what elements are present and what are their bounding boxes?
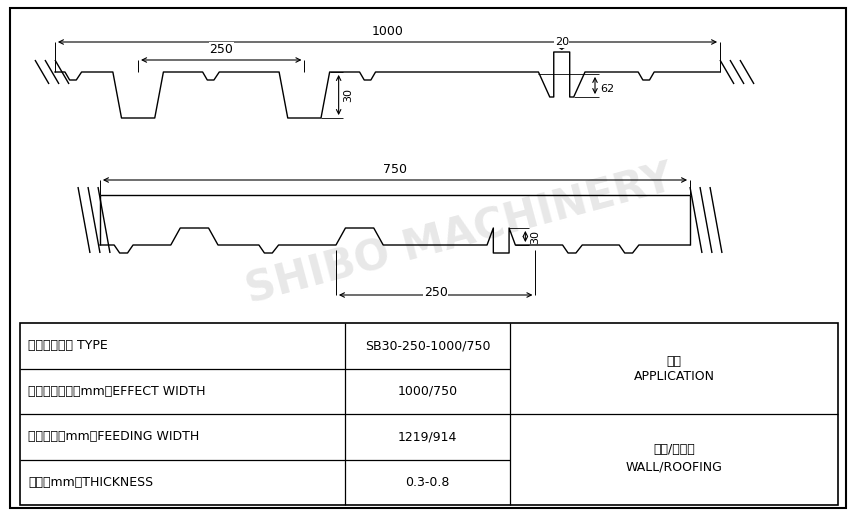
Text: 1219/914: 1219/914 — [398, 430, 457, 443]
Text: 屋顶/墙面版: 屋顶/墙面版 — [653, 443, 695, 456]
Text: SHIBO MACHINERY: SHIBO MACHINERY — [242, 158, 679, 312]
Text: 用途: 用途 — [667, 355, 681, 368]
Text: WALL/ROOFING: WALL/ROOFING — [625, 461, 722, 474]
Text: 0.3-0.8: 0.3-0.8 — [405, 476, 450, 489]
Bar — [20, 323, 838, 505]
Text: 30: 30 — [344, 88, 353, 102]
Text: 板厚（mm）THICKNESS: 板厚（mm）THICKNESS — [28, 476, 153, 489]
Text: 1000: 1000 — [372, 25, 403, 38]
Text: 展开宽度（mm）FEEDING WIDTH: 展开宽度（mm）FEEDING WIDTH — [28, 430, 199, 443]
Text: 62: 62 — [600, 84, 614, 95]
Text: 250: 250 — [424, 286, 448, 299]
Text: 250: 250 — [209, 43, 233, 56]
Text: 20: 20 — [554, 37, 569, 47]
Text: 有效覆盖宽度（mm）EFFECT WIDTH: 有效覆盖宽度（mm）EFFECT WIDTH — [28, 385, 206, 398]
Text: APPLICATION: APPLICATION — [633, 370, 715, 383]
Text: 1000/750: 1000/750 — [397, 385, 457, 398]
Text: 压型钗板型号 TYPE: 压型钗板型号 TYPE — [28, 339, 108, 352]
Text: 750: 750 — [383, 163, 407, 176]
Text: SB30-250-1000/750: SB30-250-1000/750 — [365, 339, 490, 352]
Text: 30: 30 — [530, 230, 541, 244]
